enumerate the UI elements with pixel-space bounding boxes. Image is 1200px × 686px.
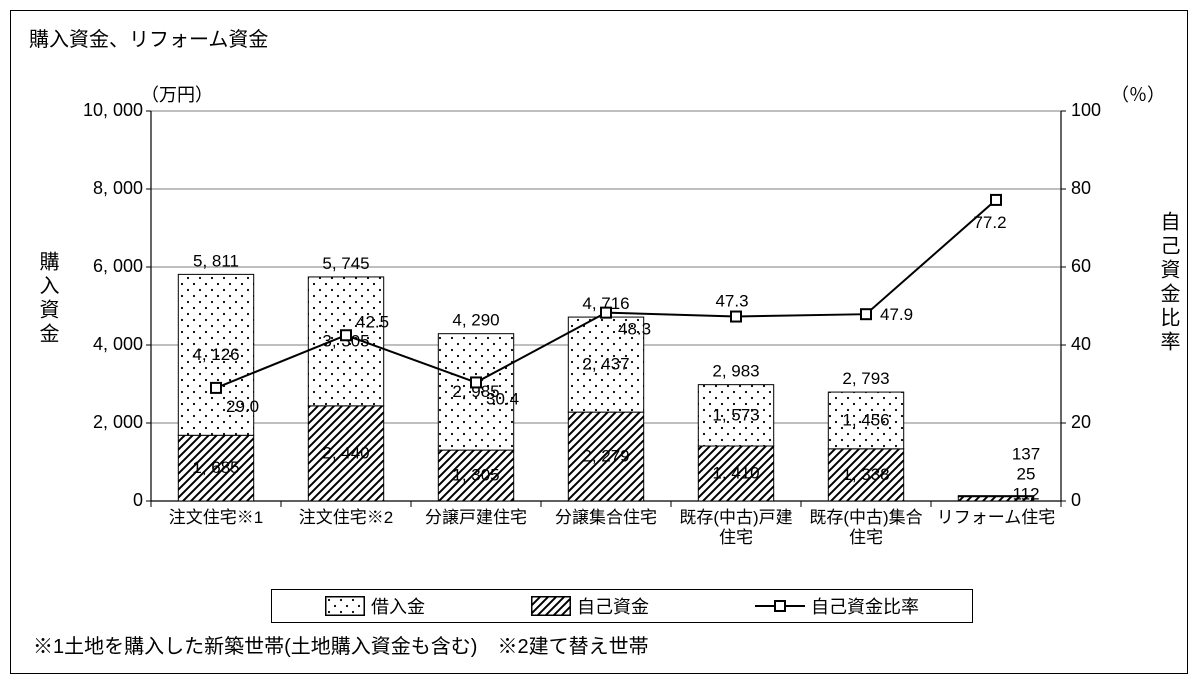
footnote: ※1土地を購入した新築世帯(土地購入資金も含む) ※2建て替え世帯 bbox=[33, 630, 649, 659]
svg-text:分譲戸建住宅: 分譲戸建住宅 bbox=[425, 508, 527, 527]
svg-text:112: 112 bbox=[1012, 485, 1039, 504]
svg-text:25: 25 bbox=[1017, 465, 1036, 484]
svg-text:分譲集合住宅: 分譲集合住宅 bbox=[555, 508, 657, 527]
svg-text:1, 685: 1, 685 bbox=[192, 458, 239, 477]
y-right-axis-title: 自己資金比率 bbox=[1154, 211, 1183, 355]
chart-frame: 購入資金、リフォーム資金 （万円） （％） 購入資金 自己資金比率 02, 00… bbox=[10, 10, 1188, 674]
svg-text:1, 338: 1, 338 bbox=[842, 465, 889, 484]
svg-text:2, 279: 2, 279 bbox=[582, 447, 629, 466]
svg-text:2, 000: 2, 000 bbox=[93, 412, 143, 432]
svg-text:40: 40 bbox=[1071, 334, 1091, 354]
svg-text:4, 290: 4, 290 bbox=[452, 311, 499, 330]
svg-text:既存(中古)戸建: 既存(中古)戸建 bbox=[679, 508, 792, 527]
svg-text:1, 305: 1, 305 bbox=[452, 466, 499, 485]
plot-area: 0 2, 000 4, 000 6, 000 8, 000 10, 000 0 20 40 60 8… bbox=[71, 101, 1131, 581]
svg-text:10, 000: 10, 000 bbox=[83, 101, 143, 120]
svg-text:48.3: 48.3 bbox=[618, 320, 651, 339]
svg-text:137: 137 bbox=[1012, 445, 1040, 464]
legend-ratio-label: 自己資金比率 bbox=[811, 593, 919, 619]
svg-text:5, 745: 5, 745 bbox=[322, 254, 369, 273]
svg-text:注文住宅※2: 注文住宅※2 bbox=[299, 508, 393, 527]
legend-loan-label: 借入金 bbox=[371, 593, 425, 619]
svg-text:100: 100 bbox=[1071, 101, 1101, 120]
legend-loan: 借入金 bbox=[325, 593, 425, 619]
svg-text:8, 000: 8, 000 bbox=[93, 178, 143, 198]
legend-own-label: 自己資金 bbox=[577, 593, 649, 619]
svg-text:4, 126: 4, 126 bbox=[192, 345, 239, 364]
svg-text:住宅: 住宅 bbox=[719, 528, 753, 547]
svg-text:29.0: 29.0 bbox=[226, 397, 259, 416]
svg-text:60: 60 bbox=[1071, 256, 1091, 276]
svg-text:5, 811: 5, 811 bbox=[193, 251, 239, 270]
svg-text:77.2: 77.2 bbox=[973, 213, 1006, 232]
svg-text:0: 0 bbox=[133, 490, 143, 510]
svg-text:リフォーム住宅: リフォーム住宅 bbox=[937, 508, 1056, 527]
svg-text:4, 000: 4, 000 bbox=[93, 334, 143, 354]
chart-title: 購入資金、リフォーム資金 bbox=[29, 23, 268, 52]
svg-text:0: 0 bbox=[1071, 490, 1081, 510]
svg-text:住宅: 住宅 bbox=[849, 528, 883, 547]
y-left-axis-title: 購入資金 bbox=[33, 251, 62, 347]
legend: 借入金 自己資金 自己資金比率 bbox=[271, 589, 973, 623]
svg-text:30.4: 30.4 bbox=[486, 389, 519, 408]
svg-text:6, 000: 6, 000 bbox=[93, 256, 143, 276]
svg-text:2, 983: 2, 983 bbox=[712, 362, 759, 381]
legend-ratio: 自己資金比率 bbox=[755, 593, 919, 619]
svg-text:47.3: 47.3 bbox=[715, 292, 748, 311]
svg-text:注文住宅※1: 注文住宅※1 bbox=[169, 508, 263, 527]
svg-text:2, 440: 2, 440 bbox=[322, 443, 369, 462]
svg-text:1, 456: 1, 456 bbox=[842, 410, 889, 429]
svg-text:47.9: 47.9 bbox=[880, 305, 913, 324]
svg-text:既存(中古)集合: 既存(中古)集合 bbox=[809, 508, 922, 527]
svg-text:80: 80 bbox=[1071, 178, 1091, 198]
svg-text:1, 410: 1, 410 bbox=[712, 464, 759, 483]
svg-text:2, 437: 2, 437 bbox=[582, 355, 629, 374]
svg-text:2, 793: 2, 793 bbox=[842, 369, 889, 388]
svg-text:1, 573: 1, 573 bbox=[712, 405, 759, 424]
legend-own: 自己資金 bbox=[531, 593, 649, 619]
svg-text:20: 20 bbox=[1071, 412, 1091, 432]
svg-text:42.5: 42.5 bbox=[356, 312, 389, 331]
